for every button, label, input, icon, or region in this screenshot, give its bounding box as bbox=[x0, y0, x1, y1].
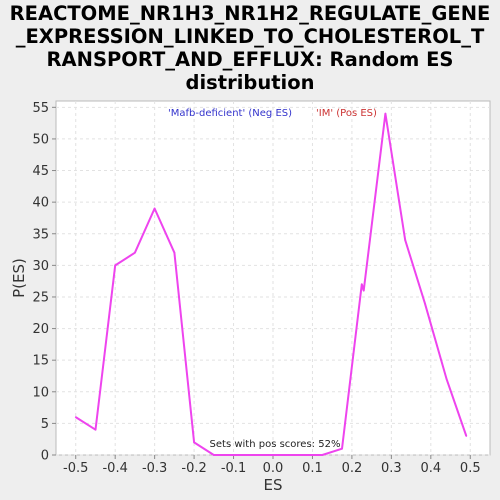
x-tick-label: 0.4 bbox=[420, 461, 441, 476]
y-tick-label: 10 bbox=[32, 385, 49, 400]
chart-title: REACTOME_NR1H3_NR1H2_REGULATE_GENE _EXPR… bbox=[0, 2, 500, 94]
x-tick-label: 0.2 bbox=[342, 461, 363, 476]
title-line-4: distribution bbox=[185, 71, 315, 94]
x-tick-label: 0.3 bbox=[381, 461, 402, 476]
grid bbox=[56, 101, 490, 456]
data-point bbox=[404, 239, 406, 241]
title-line-3: RANSPORT_AND_EFFLUX: Random ES bbox=[46, 48, 454, 71]
x-tick-label: -0.1 bbox=[221, 461, 246, 476]
axes bbox=[52, 106, 471, 459]
y-tick-label: 35 bbox=[32, 227, 49, 242]
data-point bbox=[272, 454, 274, 456]
legend-neg-label: 'Mafb-deficient' (Neg ES) bbox=[168, 108, 292, 119]
data-point bbox=[321, 454, 324, 456]
x-tick-label: 0.5 bbox=[460, 461, 481, 476]
data-point bbox=[193, 441, 195, 444]
y-tick-label: 30 bbox=[32, 259, 49, 274]
y-tick-label: 20 bbox=[32, 322, 49, 337]
x-tick-label: -0.4 bbox=[102, 461, 127, 476]
y-tick-label: 45 bbox=[32, 164, 49, 179]
data-point bbox=[173, 251, 176, 254]
data-point bbox=[213, 454, 215, 456]
y-tick-label: 25 bbox=[32, 290, 49, 305]
y-axis-label: P(ES) bbox=[10, 258, 28, 298]
x-tick-label: 0.0 bbox=[263, 461, 284, 476]
y-tick-label: 15 bbox=[32, 354, 49, 369]
data-point bbox=[445, 378, 448, 380]
data-point bbox=[114, 264, 116, 267]
y-tick-label: 5 bbox=[41, 417, 49, 432]
data-point bbox=[94, 428, 97, 431]
data-point bbox=[362, 289, 365, 292]
y-tick-label: 55 bbox=[32, 101, 49, 116]
x-tick-label: -0.2 bbox=[181, 461, 206, 476]
data-point bbox=[232, 454, 235, 456]
x-axis-label: ES bbox=[264, 476, 283, 494]
x-tick-label: -0.5 bbox=[63, 461, 88, 476]
data-point bbox=[252, 454, 255, 456]
tick-labels: 0 5 10 15 20 25 30 35 40 45 50 55 -0.5 -0.4 -0.3 -0.2 -0… bbox=[32, 101, 480, 476]
data-point bbox=[384, 112, 387, 115]
pos-scores-annotation: Sets with pos scores: 52% bbox=[210, 439, 341, 450]
data-point bbox=[424, 302, 426, 305]
title-line-2: _EXPRESSION_LINKED_TO_CHOLESTEROL_T bbox=[15, 25, 485, 48]
data-point bbox=[74, 416, 77, 418]
series-points bbox=[74, 112, 468, 456]
x-tick-label: 0.1 bbox=[302, 461, 323, 476]
y-tick-label: 50 bbox=[32, 132, 49, 147]
data-point bbox=[134, 251, 136, 254]
data-point bbox=[153, 207, 156, 210]
data-point bbox=[465, 435, 468, 437]
y-tick-label: 0 bbox=[41, 449, 49, 464]
data-point bbox=[341, 447, 343, 450]
legend-pos-label: 'IM' (Pos ES) bbox=[316, 108, 377, 119]
data-point bbox=[360, 283, 363, 286]
title-line-1: REACTOME_NR1H3_NR1H2_REGULATE_GENE bbox=[9, 2, 491, 25]
y-tick-label: 40 bbox=[32, 196, 49, 211]
series-line bbox=[75, 112, 468, 456]
data-point bbox=[291, 454, 294, 456]
data-point bbox=[311, 454, 314, 456]
x-tick-label: -0.3 bbox=[142, 461, 167, 476]
